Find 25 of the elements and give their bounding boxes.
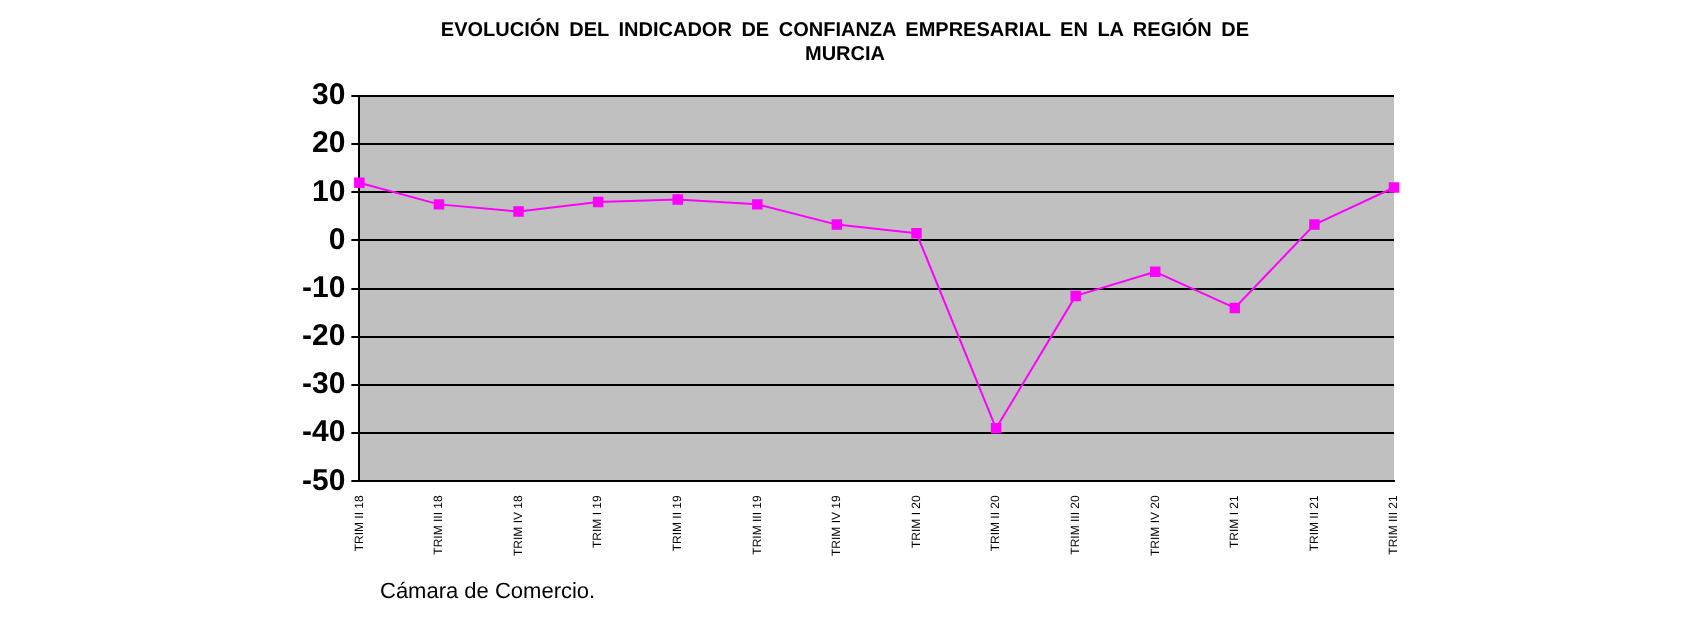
- point: [1149, 266, 1161, 278]
- y-tick-label: 30: [311, 78, 346, 113]
- point: [1070, 290, 1081, 302]
- y-tick-label: -40: [301, 415, 346, 450]
- point: [911, 228, 922, 239]
- point: [752, 199, 763, 210]
- y-tick-label: -20: [301, 319, 346, 354]
- point: [1388, 182, 1400, 193]
- y-tick-label: -30: [301, 367, 346, 402]
- point: [831, 219, 843, 230]
- y-tick-label: 10: [311, 174, 346, 209]
- y-tick-label: -10: [301, 270, 346, 305]
- point: [1309, 219, 1320, 230]
- point: [1229, 302, 1241, 314]
- point: [990, 423, 1002, 434]
- point: [513, 206, 524, 217]
- y-tick-label: 0: [328, 222, 346, 257]
- y-tick-label: -50: [301, 463, 346, 498]
- point: [354, 177, 365, 188]
- point: [592, 196, 604, 208]
- y-tick-label: 20: [311, 126, 346, 161]
- point: [672, 194, 683, 205]
- text: Cámara de Comercio.: [380, 580, 596, 604]
- chart-title: EVOLUCIÓN DEL INDICADOR DE CONFIANZA EMPRESARIAL EN LA REGIÓN DE MURCIA: [438, 20, 1252, 68]
- point: [433, 199, 445, 210]
